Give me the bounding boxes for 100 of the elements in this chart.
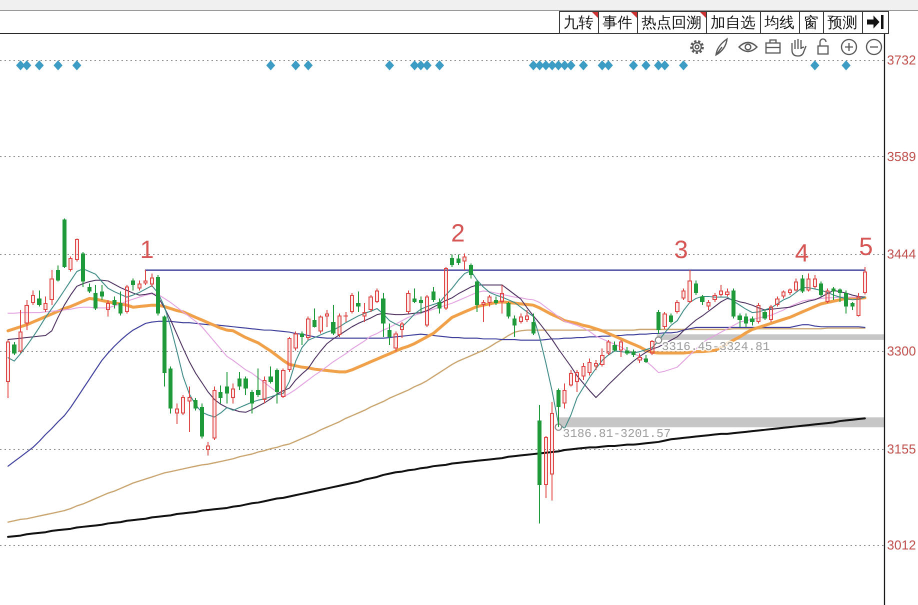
candlestick [468, 262, 473, 279]
candlestick [762, 309, 767, 321]
annotation: 4 [795, 240, 810, 268]
candlestick [812, 274, 817, 289]
candlestick [800, 274, 804, 294]
candlestick [168, 366, 173, 414]
point [266, 60, 276, 70]
candlestick [256, 368, 260, 398]
candlestick [819, 281, 824, 297]
candlestick [81, 251, 86, 288]
candlestick [100, 284, 104, 300]
candlestick [462, 252, 467, 271]
candlestick [531, 312, 536, 336]
candlestick [362, 302, 367, 323]
annotation: 5 [859, 232, 873, 261]
candlestick [775, 296, 780, 308]
candlestick [124, 284, 129, 314]
text: 均线 [764, 14, 794, 32]
text: 加自选 [710, 14, 756, 32]
point [660, 60, 670, 70]
point [598, 60, 607, 70]
candlestick [700, 294, 704, 306]
candlestick [662, 311, 667, 330]
candlestick [324, 309, 330, 328]
point [22, 60, 32, 70]
candlestick [856, 292, 861, 316]
candlestick [618, 340, 624, 358]
band-label: 3186.81-3201.57 [562, 427, 671, 442]
text: 窗 [804, 14, 818, 32]
point [422, 60, 432, 70]
candlestick [356, 291, 360, 312]
candlestick [18, 309, 23, 354]
candlestick [24, 299, 29, 331]
text: 事件 [602, 14, 632, 32]
candlestick [518, 312, 523, 324]
candlestick [394, 330, 398, 352]
candlestick [550, 402, 554, 502]
candlestick [556, 388, 560, 428]
candlestick [650, 340, 654, 356]
candlestick [368, 294, 373, 312]
candlestick [631, 349, 636, 358]
candlestick [512, 314, 517, 338]
candlestick [768, 304, 774, 323]
candlestick [575, 369, 580, 393]
candlestick [343, 311, 348, 323]
point [548, 60, 557, 70]
candlestick [194, 398, 198, 411]
candlestick [106, 299, 110, 318]
candlestick [744, 312, 748, 328]
candlestick [200, 403, 204, 440]
annotation: 2 [451, 219, 465, 248]
point [554, 423, 562, 431]
candlestick [37, 290, 42, 308]
point [566, 60, 576, 70]
y-tick-label: 3732 [887, 52, 916, 68]
candlestick [137, 280, 142, 291]
point [560, 60, 570, 70]
candlestick [594, 359, 598, 370]
point [435, 60, 444, 70]
candlestick [244, 376, 248, 396]
candlestick [212, 386, 216, 440]
candlestick [306, 316, 310, 341]
candlestick [456, 254, 460, 266]
y-tick-label: 3155 [887, 441, 916, 456]
text: 九转 [564, 14, 594, 32]
point [16, 60, 26, 70]
candlestick [187, 386, 192, 432]
candlestick [30, 290, 36, 306]
candlestick [832, 286, 836, 300]
candlestick [12, 342, 16, 356]
candlestick [43, 296, 48, 312]
candlestick [131, 278, 136, 291]
candlestick [450, 254, 454, 268]
candlestick [218, 384, 223, 404]
candlestick [706, 299, 711, 310]
candlestick [268, 366, 273, 384]
candlestick [350, 292, 354, 314]
line-series [8, 280, 866, 413]
point [678, 60, 688, 70]
candlestick [638, 353, 642, 364]
candlestick [438, 298, 442, 314]
candlestick [50, 270, 54, 306]
candlestick [250, 390, 254, 414]
candlestick [174, 403, 179, 424]
candlestick [738, 312, 742, 328]
candlestick [237, 371, 242, 391]
point [842, 60, 851, 70]
candlestick [675, 299, 680, 314]
candlestick [231, 382, 236, 404]
candlestick [294, 330, 298, 351]
candlestick [387, 322, 392, 346]
candlestick [525, 309, 530, 323]
candlestick [337, 312, 342, 338]
candlestick [156, 274, 160, 316]
annotation: 3 [674, 236, 688, 264]
y-tick-label: 3012 [887, 538, 916, 553]
candlestick [494, 296, 498, 306]
point [604, 60, 613, 70]
candlestick [588, 358, 592, 376]
candlestick [331, 304, 336, 336]
